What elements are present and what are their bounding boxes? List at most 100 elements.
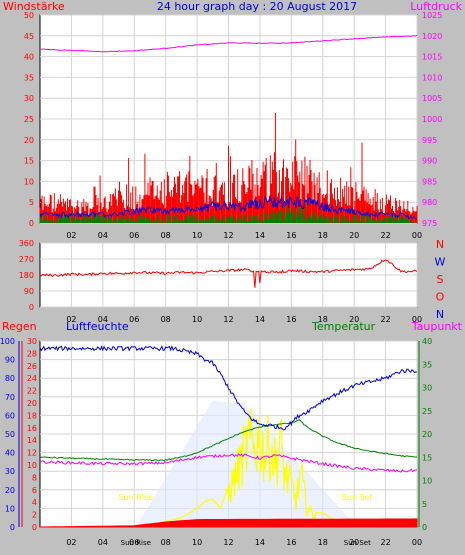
pressure-label: Luftdruck xyxy=(410,0,462,13)
x-tick-label: 06 xyxy=(129,231,139,240)
x-tick-label: 14 xyxy=(255,231,265,240)
direction-tick-label: 90 xyxy=(24,287,34,296)
x-tick-label: 20 xyxy=(349,231,359,240)
temperature-tick-label: 5 xyxy=(422,500,427,509)
right-tick-label: 995 xyxy=(422,136,437,145)
left-tick-label: 45 xyxy=(24,32,34,41)
direction-tick-label: 0 xyxy=(29,303,34,312)
rain-tick-label: 30 xyxy=(27,337,37,346)
x-tick-label: 14 xyxy=(255,538,265,547)
x-tick-label: 10 xyxy=(192,315,202,324)
temperature-series xyxy=(39,419,418,462)
left-tick-label: 5 xyxy=(29,198,34,207)
left-tick-label: 20 xyxy=(24,136,34,145)
humidity-tick-label: 20 xyxy=(5,486,15,495)
humidity-label: Luftfeuchte xyxy=(66,320,129,333)
humidity-tick-label: 70 xyxy=(5,393,15,402)
left-tick-label: 50 xyxy=(24,11,34,20)
wind-minimum-series xyxy=(39,206,417,223)
right-tick-label: 1020 xyxy=(422,32,442,41)
rain-tick-label: 6 xyxy=(32,486,37,495)
x-tick-label: 22 xyxy=(380,538,390,547)
x-tick-label: 16 xyxy=(286,231,296,240)
temperature-label: Temperatur xyxy=(311,320,376,333)
compass-label: O xyxy=(436,291,445,304)
direction-tick-label: 180 xyxy=(19,271,34,280)
rain-tick-label: 10 xyxy=(27,461,37,470)
left-tick-label: 30 xyxy=(24,94,34,103)
right-tick-label: 980 xyxy=(422,198,437,207)
x-tick-label: 18 xyxy=(318,231,328,240)
humidity-tick-label: 30 xyxy=(5,467,15,476)
rain-tick-label: 20 xyxy=(27,399,37,408)
x-tick-label: 22 xyxy=(380,231,390,240)
x-tick-label: 00 xyxy=(412,538,422,547)
rain-tick-label: 2 xyxy=(32,511,37,520)
left-tick-label: 15 xyxy=(24,157,34,166)
x-tick-label: 06 xyxy=(129,315,139,324)
rain-tick-label: 8 xyxy=(32,473,37,482)
direction-tick-label: 270 xyxy=(19,255,34,264)
compass-label: N xyxy=(436,308,444,321)
humidity-series xyxy=(39,345,418,431)
wind-strength-label: Windstärke xyxy=(3,0,65,13)
compass-label: N xyxy=(436,238,444,251)
temperature-tick-label: 40 xyxy=(422,337,432,346)
wind-direction-series xyxy=(39,259,418,288)
rain-label: Regen xyxy=(2,320,37,333)
left-tick-label: 40 xyxy=(24,53,34,62)
rain-tick-label: 24 xyxy=(27,374,37,383)
right-tick-label: 1010 xyxy=(422,73,442,82)
humidity-tick-label: 10 xyxy=(5,504,15,513)
solar-series xyxy=(135,408,358,528)
left-tick-label: 10 xyxy=(24,177,34,186)
wind-pressure-panel: 0510152025303540455097598098599099510001… xyxy=(24,11,443,240)
x-tick-label: 20 xyxy=(349,315,359,324)
right-tick-label: 990 xyxy=(422,157,437,166)
x-tick-label: 18 xyxy=(318,315,328,324)
rain-tick-label: 0 xyxy=(32,523,37,532)
x-tick-label: 12 xyxy=(223,315,233,324)
humidity-tick-label: 50 xyxy=(5,430,15,439)
temperature-tick-label: 20 xyxy=(422,430,432,439)
x-tick-label: 08 xyxy=(161,315,171,324)
humidity-tick-label: 40 xyxy=(5,449,15,458)
rain-tick-label: 18 xyxy=(27,411,37,420)
rain-tick-label: 14 xyxy=(27,436,37,445)
x-tick-label: 16 xyxy=(286,315,296,324)
compass-label: S xyxy=(437,273,444,286)
temperature-tick-label: 30 xyxy=(422,384,432,393)
x-tick-label: 16 xyxy=(286,538,296,547)
left-tick-label: 35 xyxy=(24,73,34,82)
right-tick-label: 975 xyxy=(422,219,437,228)
humidity-tick-label: 100 xyxy=(0,337,15,346)
humidity-tick-label: 80 xyxy=(5,374,15,383)
x-tick-label: 12 xyxy=(223,538,233,547)
right-tick-label: 985 xyxy=(422,177,437,186)
dewpoint-series xyxy=(39,453,418,473)
right-tick-label: 1015 xyxy=(422,53,442,62)
x-tick-label: 02 xyxy=(66,231,76,240)
sun-set-label: Sun Set xyxy=(342,493,373,502)
graph-title: 24 hour graph day : 20 August 2017 xyxy=(157,0,357,13)
rain-tick-label: 12 xyxy=(27,449,37,458)
humidity-tick-label: 90 xyxy=(5,356,15,365)
x-tick-label: 22 xyxy=(380,315,390,324)
direction-tick-label: 360 xyxy=(19,239,34,248)
x-tick-label: 04 xyxy=(98,538,108,547)
x-tick-label: 10 xyxy=(192,538,202,547)
temperature-tick-label: 0 xyxy=(422,523,427,532)
x-tick-label: 00 xyxy=(412,315,422,324)
compass-label: W xyxy=(435,256,446,269)
sun-rise-axis-label: Sun Rise xyxy=(121,539,151,547)
x-tick-label: 04 xyxy=(98,231,108,240)
rain-series xyxy=(39,518,418,528)
climate-panel: 0102030405060708090100024681012141618202… xyxy=(0,337,432,547)
sun-set-axis-label: Sun Set xyxy=(344,539,371,547)
right-tick-label: 1005 xyxy=(422,94,442,103)
x-tick-label: 10 xyxy=(192,231,202,240)
x-tick-label: 02 xyxy=(66,538,76,547)
